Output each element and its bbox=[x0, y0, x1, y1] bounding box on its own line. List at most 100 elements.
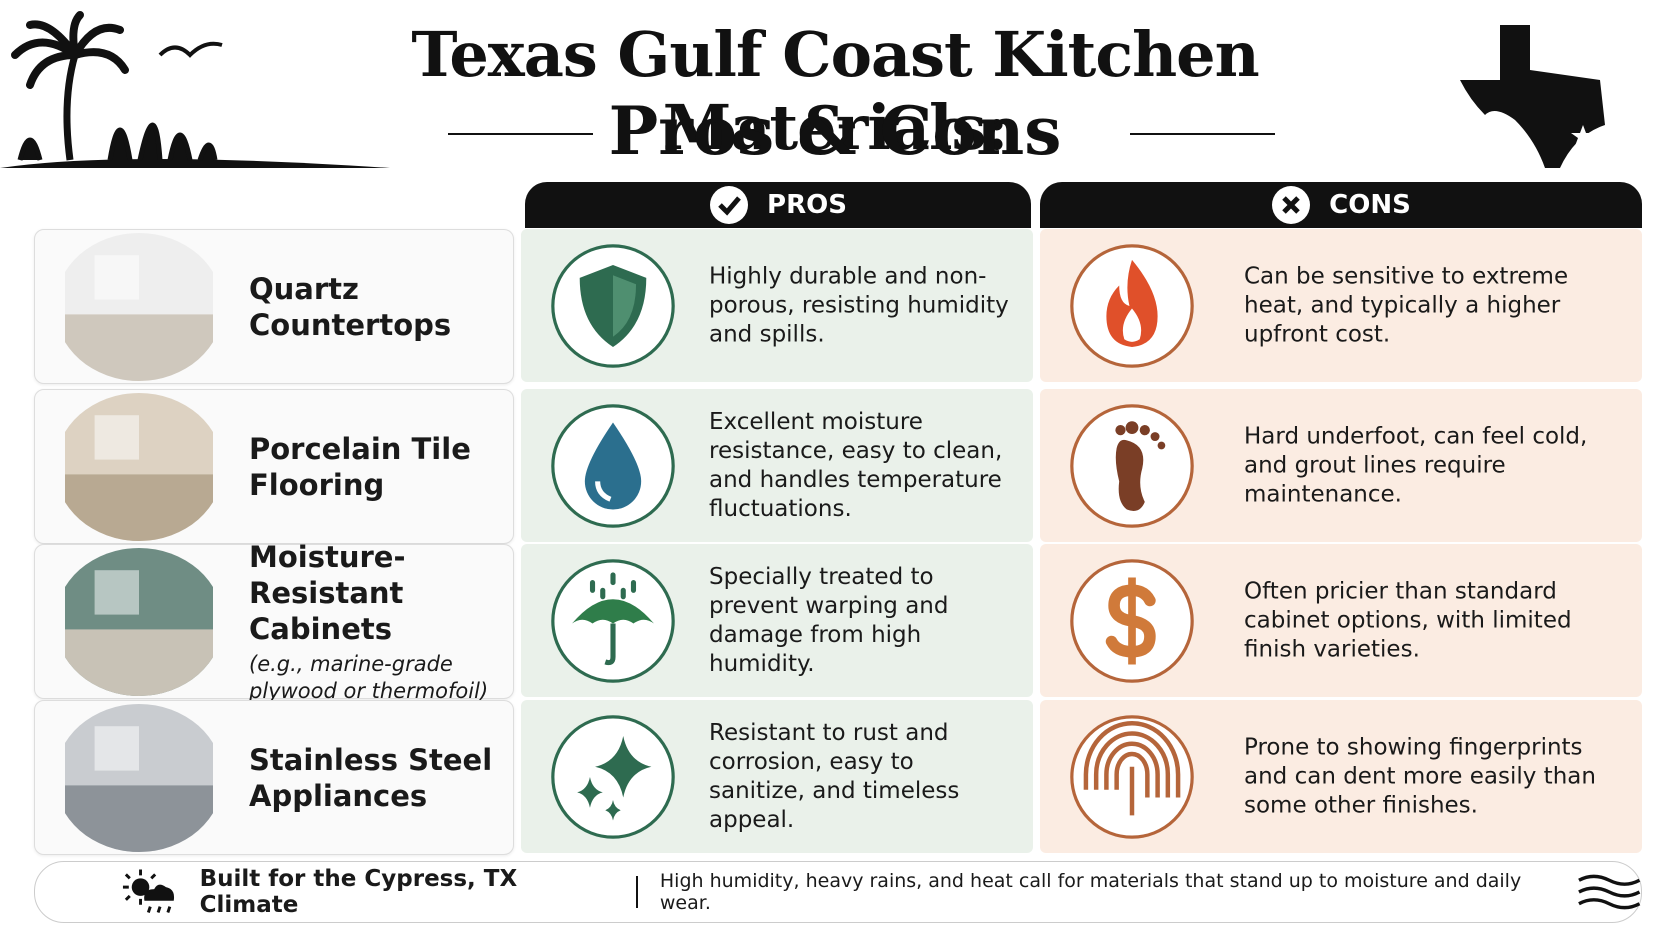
palm-silhouette bbox=[0, 11, 390, 168]
icon-part bbox=[65, 784, 213, 852]
pros-text: Highly durable and non-porous, resisting… bbox=[709, 263, 1009, 347]
icon-part bbox=[718, 196, 741, 216]
icon-part bbox=[551, 403, 675, 528]
icon-part bbox=[1571, 125, 1595, 146]
cons-cell: Often pricier than standard cabinet opti… bbox=[1040, 544, 1642, 697]
pros-text: Excellent moisture resistance, easy to c… bbox=[709, 408, 1003, 522]
x-icon bbox=[1272, 186, 1311, 224]
cons-text: Can be sensitive to extreme heat, and ty… bbox=[1244, 263, 1569, 347]
icon-part bbox=[551, 714, 675, 839]
icon-part bbox=[551, 243, 675, 368]
icon-part bbox=[589, 571, 637, 599]
pros-cell: Highly durable and non-porous, resisting… bbox=[521, 229, 1033, 382]
material-card: Stainless Steel Appliances bbox=[34, 700, 514, 855]
icon-part bbox=[1070, 243, 1194, 368]
material-name: Stainless Steel Appliances bbox=[249, 742, 509, 814]
icon-part bbox=[572, 598, 654, 624]
icon-part bbox=[11, 11, 129, 89]
icon-part bbox=[1070, 403, 1194, 528]
material-card: Quartz Countertops bbox=[34, 229, 514, 384]
cons-header: CONS bbox=[1040, 182, 1642, 228]
icon-part bbox=[122, 869, 157, 905]
icon-part bbox=[613, 274, 637, 337]
material-name-text: Stainless Steel Appliances bbox=[249, 742, 493, 813]
icon-part bbox=[1115, 424, 1126, 435]
material-photo bbox=[65, 232, 213, 381]
icon-part bbox=[1139, 424, 1150, 435]
material-name-text: Moisture-Resistant Cabinets bbox=[249, 539, 406, 646]
icon-part bbox=[65, 628, 213, 696]
pros-label: PROS bbox=[767, 190, 847, 220]
icon-part bbox=[551, 558, 675, 683]
material-name-text: Porcelain Tile Flooring bbox=[249, 431, 471, 502]
icon-part bbox=[144, 884, 175, 901]
icon-part bbox=[63, 54, 79, 161]
icon-part bbox=[1114, 751, 1150, 797]
icon-part bbox=[1070, 558, 1194, 683]
pros-text: Specially treated to prevent warping and… bbox=[709, 563, 949, 677]
pros-header: PROS bbox=[525, 182, 1031, 228]
divider bbox=[635, 876, 638, 908]
texas-map bbox=[1460, 25, 1605, 168]
icon-part bbox=[551, 714, 675, 839]
icon-part bbox=[146, 906, 172, 913]
material-note: (e.g., marine-grade plywood or thermofoi… bbox=[249, 651, 489, 703]
subtitle: Pros & Cons bbox=[608, 92, 1062, 170]
check-icon bbox=[710, 186, 749, 224]
icon-part bbox=[1104, 741, 1160, 797]
icon-part bbox=[17, 122, 218, 161]
cons-cell: Hard underfoot, can feel cold, and grout… bbox=[1040, 389, 1642, 542]
cons-text: Hard underfoot, can feel cold, and grout… bbox=[1244, 423, 1588, 507]
icon-part bbox=[1122, 308, 1142, 342]
icon-part bbox=[94, 254, 139, 300]
material-name: Porcelain Tile Flooring bbox=[249, 431, 509, 503]
material-card: Moisture-Resistant Cabinets (e.g., marine… bbox=[34, 540, 514, 703]
icon-part bbox=[1150, 431, 1160, 441]
material-name: Moisture-Resistant Cabinets (e.g., marine… bbox=[249, 539, 509, 705]
icon-part bbox=[1460, 25, 1605, 168]
icon-part bbox=[595, 480, 612, 502]
icon-part bbox=[65, 473, 213, 541]
pros-cell: Resistant to rust and corrosion, easy to… bbox=[521, 700, 1033, 853]
icon-part bbox=[0, 159, 390, 168]
icon-part bbox=[1125, 420, 1139, 434]
pros-text: Resistant to rust and corrosion, easy to… bbox=[709, 719, 960, 833]
icon-part bbox=[577, 735, 652, 821]
icon-part bbox=[94, 725, 139, 771]
icon-part bbox=[710, 186, 749, 224]
icon-part bbox=[94, 414, 139, 460]
icon-part bbox=[1070, 714, 1194, 839]
footer: Built for the Cypress, TX Climate High h… bbox=[34, 861, 1642, 923]
icon-part bbox=[65, 313, 213, 381]
icon-part bbox=[1093, 730, 1171, 797]
cons-text: Prone to showing fingerprints and can de… bbox=[1244, 734, 1596, 818]
icon-part bbox=[1157, 441, 1166, 449]
pros-cell: Specially treated to prevent warping and… bbox=[521, 544, 1033, 697]
footer-text: High humidity, heavy rains, and heat cal… bbox=[659, 870, 1522, 914]
material-photo bbox=[65, 547, 213, 696]
icon-part bbox=[158, 41, 223, 58]
weather-icon bbox=[122, 869, 175, 913]
icon-part bbox=[94, 569, 139, 615]
icon-part bbox=[1106, 259, 1158, 347]
icon-part bbox=[1577, 874, 1640, 910]
wave-icon bbox=[1577, 874, 1640, 910]
rule bbox=[448, 133, 593, 135]
rule bbox=[1130, 133, 1275, 135]
icon-part bbox=[1083, 720, 1181, 797]
icon-part bbox=[131, 878, 150, 896]
material-name: Quartz Countertops bbox=[249, 271, 509, 343]
cons-text: Often pricier than standard cabinet opti… bbox=[1244, 578, 1572, 662]
material-photo bbox=[65, 392, 213, 541]
material-card: Porcelain Tile Flooring bbox=[34, 389, 514, 544]
cons-cell: Can be sensitive to extreme heat, and ty… bbox=[1040, 229, 1642, 382]
icon-part bbox=[1115, 439, 1145, 511]
cons-label: CONS bbox=[1329, 190, 1411, 220]
cons-cell: Prone to showing fingerprints and can de… bbox=[1040, 700, 1642, 853]
footer-title: Built for the Cypress, TX Climate bbox=[199, 866, 518, 918]
pros-cell: Excellent moisture resistance, easy to c… bbox=[521, 389, 1033, 542]
title: Texas Gulf Coast Kitchen Materials: bbox=[411, 18, 1259, 164]
icon-part bbox=[1282, 196, 1300, 214]
material-photo bbox=[65, 703, 213, 852]
material-name-text: Quartz Countertops bbox=[249, 271, 452, 342]
